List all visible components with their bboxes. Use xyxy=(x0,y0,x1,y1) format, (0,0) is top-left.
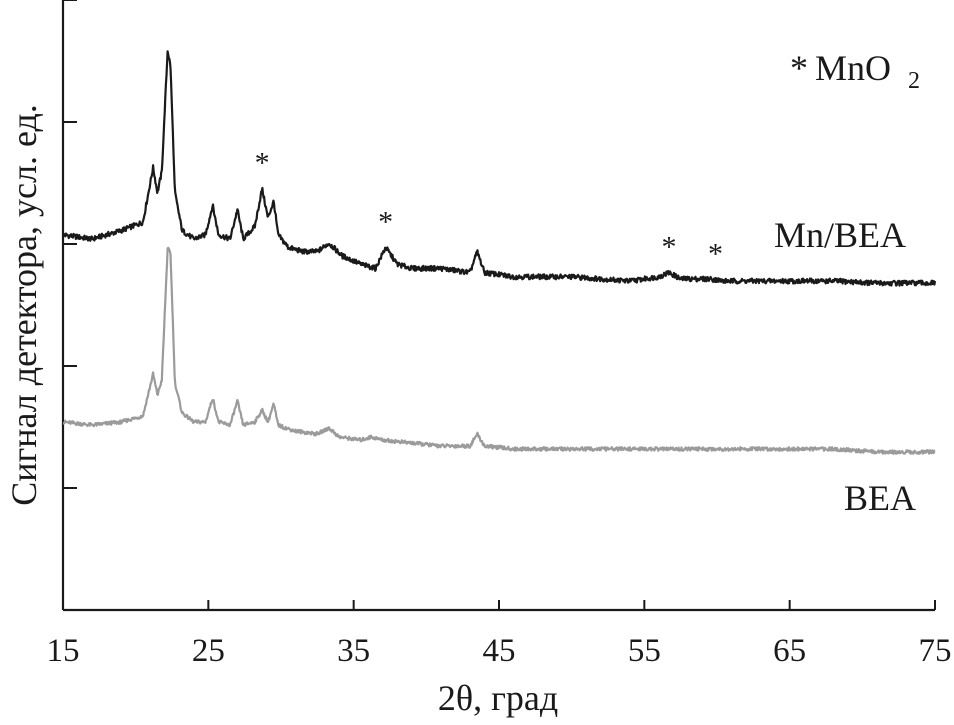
annotation-layer: * * * * xyxy=(255,147,723,271)
x-tick-label: 55 xyxy=(628,633,661,669)
x-tick-label: 75 xyxy=(919,633,952,669)
x-tick-label: 35 xyxy=(337,633,370,669)
x-tick-label: 15 xyxy=(47,633,80,669)
mno2-peak-marker: * xyxy=(708,238,723,271)
x-axis-label: 2θ, град xyxy=(438,678,558,718)
mno2-peak-marker: * xyxy=(255,147,270,180)
mno2-peak-marker: * xyxy=(378,205,393,238)
series-label: Mn/BEA xyxy=(774,215,906,255)
series-label: BEA xyxy=(844,478,916,518)
legend-text: MnO xyxy=(815,48,891,88)
x-tick-label: 65 xyxy=(773,633,806,669)
legend-symbol: * xyxy=(790,48,808,88)
x-tick-label: 25 xyxy=(192,633,225,669)
series-line-mn-bea xyxy=(61,50,937,287)
legend-subscript: 2 xyxy=(908,68,920,94)
y-ticks xyxy=(63,0,77,489)
mno2-peak-marker: * xyxy=(662,231,677,264)
series-layer xyxy=(61,50,937,455)
x-tick-label: 45 xyxy=(483,633,516,669)
axes xyxy=(61,0,935,612)
x-ticks: 15 25 35 45 55 65 75 xyxy=(47,600,952,669)
series-line-bea xyxy=(62,246,936,455)
y-axis-label: Сигнал детектора, усл. ед. xyxy=(4,104,44,506)
series-labels: Mn/BEA BEA xyxy=(774,215,916,518)
